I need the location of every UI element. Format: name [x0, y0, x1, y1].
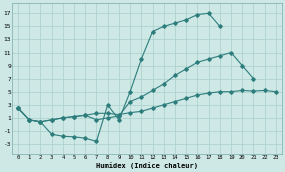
X-axis label: Humidex (Indice chaleur): Humidex (Indice chaleur) [96, 162, 198, 169]
